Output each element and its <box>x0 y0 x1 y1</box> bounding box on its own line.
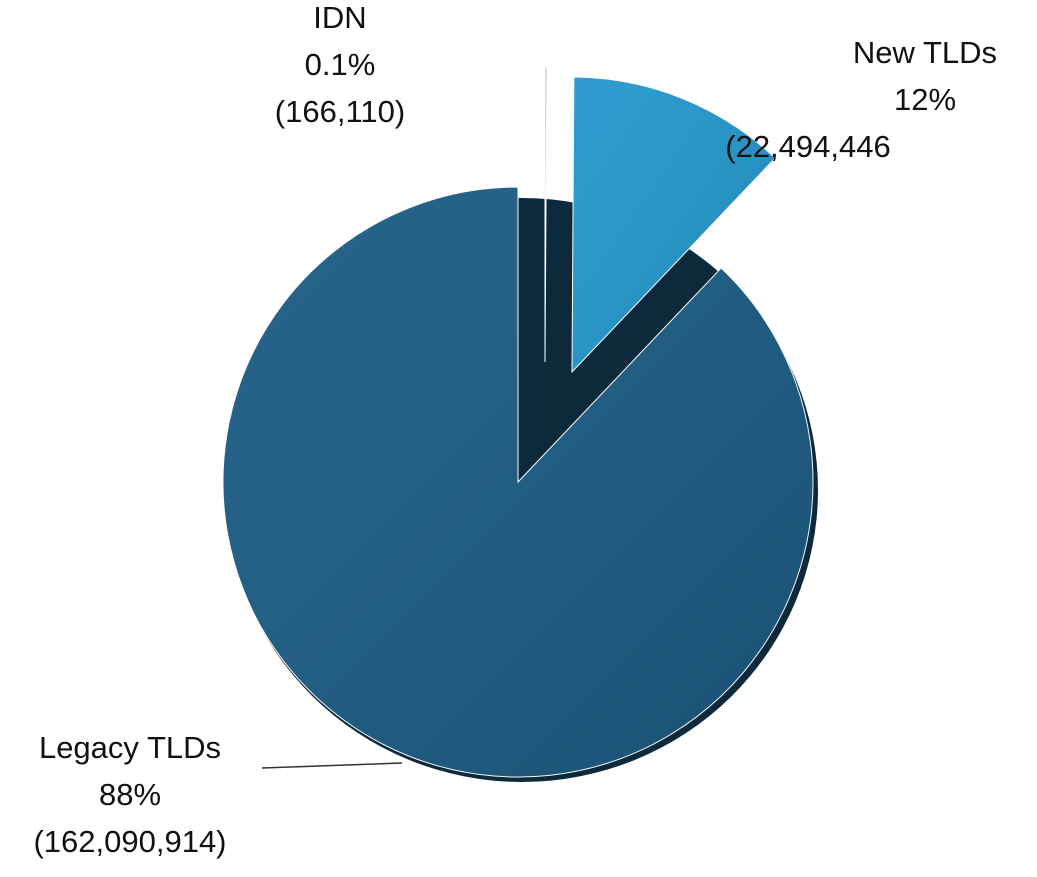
slice-label: IDN <box>313 0 366 35</box>
slice-label: Legacy TLDs <box>39 730 221 765</box>
leader-line <box>261 762 403 769</box>
slice-count-label: (166,110) <box>275 94 405 129</box>
slice-count-label: (22,494,446 <box>725 129 890 164</box>
slice-value-label: 0.1% <box>305 47 376 82</box>
slice-shade <box>545 67 547 362</box>
slice-shade <box>222 187 813 777</box>
slice-count-label: (162,090,914) <box>33 824 226 859</box>
slice-value-label: 12% <box>894 82 956 117</box>
slice-shade <box>572 77 776 373</box>
slice-value-label: 88% <box>99 777 161 812</box>
slice-label: New TLDs <box>853 35 997 70</box>
